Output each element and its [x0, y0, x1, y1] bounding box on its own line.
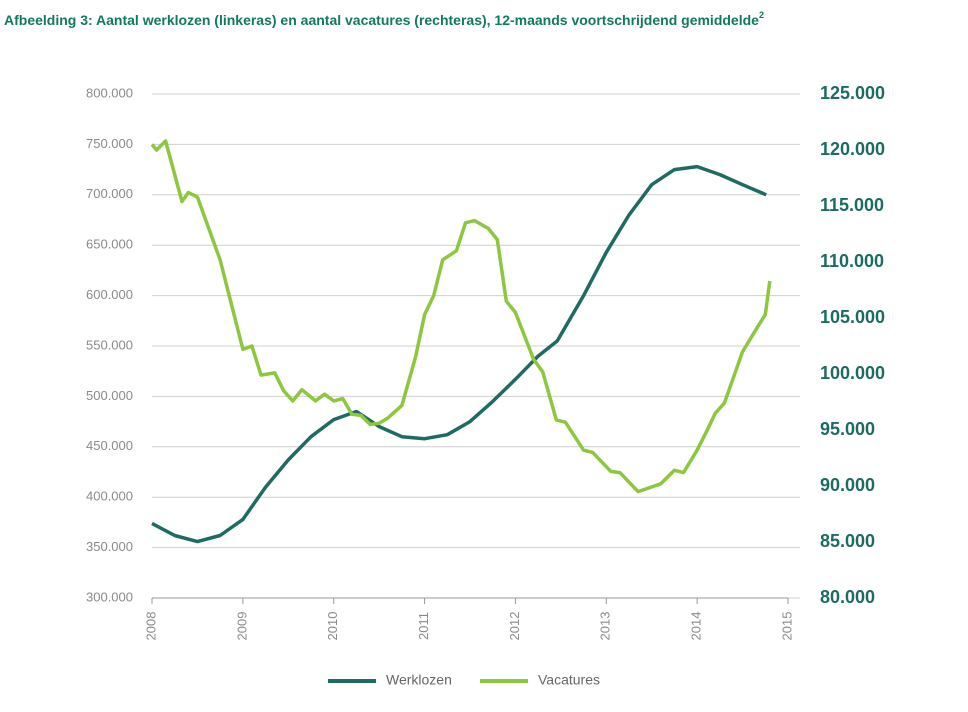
x-tick-label: 2008	[143, 612, 158, 641]
y2-tick-label: 85.000	[820, 531, 875, 551]
title-text: Afbeelding 3: Aantal werklozen (linkeras…	[4, 12, 759, 28]
y2-tick-label: 125.000	[820, 83, 885, 103]
x-tick-label: 2012	[507, 612, 522, 641]
y-tick-label: 600.000	[86, 287, 133, 302]
y2-tick-label: 105.000	[820, 307, 885, 327]
y2-tick-label: 100.000	[820, 363, 885, 383]
legend-label: Werklozen	[386, 672, 452, 688]
y-tick-label: 700.000	[86, 186, 133, 201]
x-tick-label: 2013	[598, 612, 613, 641]
y-tick-label: 800.000	[86, 85, 133, 100]
y2-tick-label: 90.000	[820, 475, 875, 495]
line	[151, 164, 767, 544]
y-tick-label: 550.000	[86, 337, 133, 352]
x-tick-label: 2014	[689, 612, 704, 641]
y2-tick-label: 110.000	[820, 251, 884, 271]
y2-tick-label: 115.000	[820, 195, 884, 215]
x-tick-label: 2009	[234, 612, 249, 641]
y-tick-label: 400.000	[86, 489, 133, 504]
y-tick-label: 350.000	[86, 539, 133, 554]
y-tick-label: 500.000	[86, 388, 133, 403]
y-tick-label: 650.000	[86, 237, 133, 252]
chart-title: Afbeelding 3: Aantal werklozen (linkeras…	[4, 10, 764, 27]
y2-tick-label: 80.000	[820, 587, 875, 607]
y-tick-label: 750.000	[86, 136, 133, 151]
x-tick-label: 2011	[416, 612, 431, 640]
y2-tick-label: 95.000	[820, 419, 875, 439]
x-tick-label: 2010	[325, 612, 340, 641]
line	[150, 139, 772, 494]
x-tick-label: 2015	[779, 612, 794, 641]
title-superscript: 2	[759, 10, 764, 20]
legend-label: Vacatures	[538, 672, 600, 688]
y-tick-label: 300.000	[86, 589, 133, 604]
y2-tick-label: 120.000	[820, 139, 885, 159]
y-tick-label: 450.000	[86, 438, 133, 453]
